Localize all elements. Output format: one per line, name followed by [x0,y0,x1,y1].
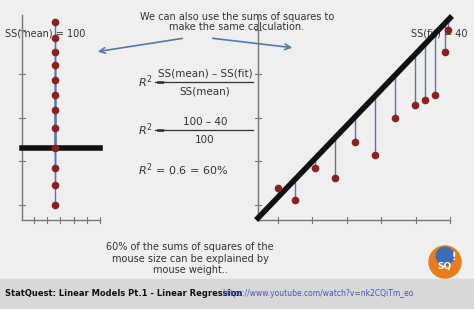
Text: SS(mean): SS(mean) [180,87,230,97]
Text: make the same calculation.: make the same calculation. [169,22,305,32]
Text: https://www.youtube.com/watch?v=nk2CQiTm_eo: https://www.youtube.com/watch?v=nk2CQiTm… [222,290,413,298]
Text: 60% of the sums of squares of the
mouse size can be explained by
mouse weight..: 60% of the sums of squares of the mouse … [106,242,274,275]
Text: SS(fit) = 40: SS(fit) = 40 [411,28,468,38]
Circle shape [436,247,454,265]
Circle shape [429,246,461,278]
Text: $R^2$ =: $R^2$ = [138,122,165,138]
Text: $R^2$ = 0.6 = 60%: $R^2$ = 0.6 = 60% [138,162,228,178]
Text: We can also use the sums of squares to: We can also use the sums of squares to [140,12,334,22]
Text: !: ! [452,252,456,262]
Text: 100: 100 [195,135,215,145]
Bar [0,279,474,309]
Text: 100 – 40: 100 – 40 [183,117,227,127]
Text: $R^2$ =: $R^2$ = [138,74,165,90]
Text: SQ: SQ [438,261,452,270]
Text: SS(mean) – SS(fit): SS(mean) – SS(fit) [158,69,252,79]
Text: StatQuest: Linear Models Pt.1 - Linear Regression: StatQuest: Linear Models Pt.1 - Linear R… [5,290,242,298]
Text: SS(mean) = 100: SS(mean) = 100 [5,28,85,38]
